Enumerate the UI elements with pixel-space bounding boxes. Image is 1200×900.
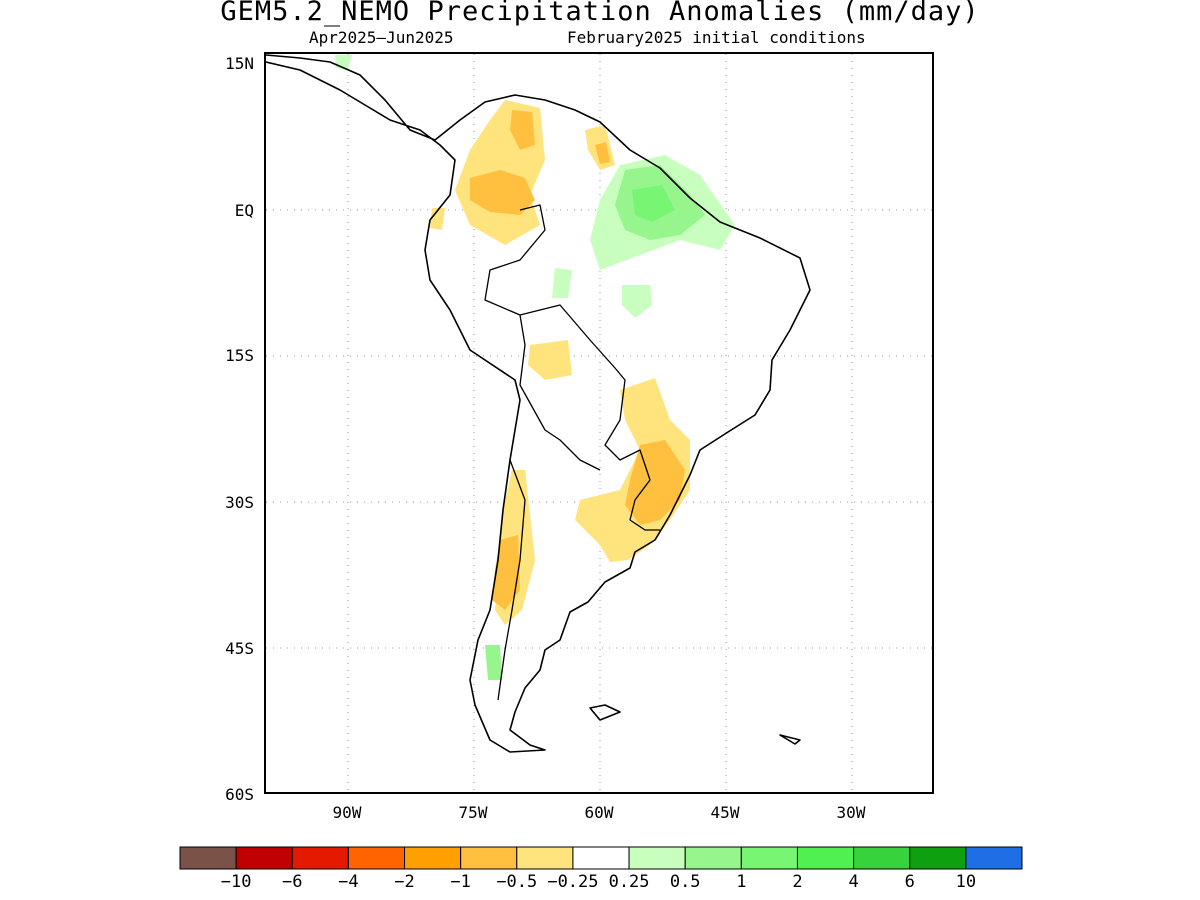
anomaly-region-colombia-core <box>470 170 535 215</box>
colorbar-swatch <box>965 846 1023 870</box>
anomaly-region-ecuador <box>430 208 445 230</box>
colorbar-swatch <box>853 846 911 870</box>
lon-label-60w: 60W <box>584 803 614 822</box>
lon-label-75w: 75W <box>458 803 488 822</box>
colorbar-swatch <box>404 846 462 870</box>
wet-anomalies <box>335 55 735 680</box>
coastlines <box>266 54 811 753</box>
colorbar-tick-label: 6 <box>904 872 915 892</box>
colorbar <box>179 846 1023 870</box>
forecast-period: Apr2025—Jun2025 <box>309 28 454 47</box>
colorbar-tick-label: −4 <box>338 872 359 892</box>
colorbar-swatch <box>740 846 798 870</box>
colorbar-tick-label: 4 <box>848 872 859 892</box>
lat-label-eq: EQ <box>234 201 254 220</box>
colorbar-swatch <box>291 846 349 870</box>
lat-label-30s: 30S <box>225 493 254 512</box>
national-borders <box>484 204 660 531</box>
continent-outline <box>266 54 811 753</box>
lat-label-15n: 15N <box>225 54 254 73</box>
colorbar-swatch <box>909 846 967 870</box>
lon-label-90w: 90W <box>332 803 362 822</box>
anomaly-region-la-plata-core <box>625 440 685 525</box>
colorbar-tick-label: 2 <box>792 872 803 892</box>
initial-conditions: February2025 initial conditions <box>567 28 866 47</box>
lat-label-45s: 45S <box>225 639 254 658</box>
south-georgia <box>779 734 801 745</box>
colorbar-tick-label: −10 <box>220 872 252 892</box>
colorbar-swatch <box>179 846 237 870</box>
anomaly-region-venezuela <box>510 110 535 150</box>
colorbar-tick-label: 10 <box>955 872 977 892</box>
anomaly-region-central-brazil <box>622 285 652 318</box>
anomaly-region-amazon-delta-core <box>632 185 675 222</box>
colorbar-swatch <box>796 846 855 870</box>
andean-borders <box>519 314 601 471</box>
colorbar-swatch <box>235 846 293 870</box>
colorbar-tick-label: −6 <box>282 872 303 892</box>
colorbar-swatch <box>347 846 406 870</box>
lat-label-60s: 60S <box>225 785 254 804</box>
colorbar-tick-label: 0.25 <box>608 872 650 892</box>
colorbar-tick-label: −2 <box>394 872 415 892</box>
colorbar-swatch <box>516 846 574 870</box>
colorbar-tick-label: 1 <box>736 872 747 892</box>
anomaly-region-western-amazon <box>552 268 572 298</box>
chart-title: GEM5.2_NEMO Precipitation Anomalies (mm/… <box>220 0 980 27</box>
colorbar-swatch <box>684 846 742 870</box>
lon-label-30w: 30W <box>836 803 866 822</box>
anomaly-region-bolivia <box>528 340 572 380</box>
colorbar-swatch <box>628 846 686 870</box>
anomaly-region-patagonia <box>485 645 502 680</box>
map-frame <box>264 52 934 794</box>
map-canvas <box>266 54 932 792</box>
colorbar-tick-label: −0.5 <box>496 872 538 892</box>
colorbar-swatch <box>572 846 630 870</box>
falkland-islands <box>589 704 621 721</box>
anomaly-region-guyana-core <box>595 142 610 164</box>
colorbar-tick-label: −1 <box>450 872 471 892</box>
colorbar-swatch <box>460 846 518 870</box>
lat-label-15s: 15S <box>225 346 254 365</box>
chile-argentina-border <box>497 459 526 701</box>
lon-label-45w: 45W <box>710 803 740 822</box>
colorbar-tick-label: 0.5 <box>669 872 701 892</box>
colorbar-tick-label: −0.25 <box>547 872 599 892</box>
